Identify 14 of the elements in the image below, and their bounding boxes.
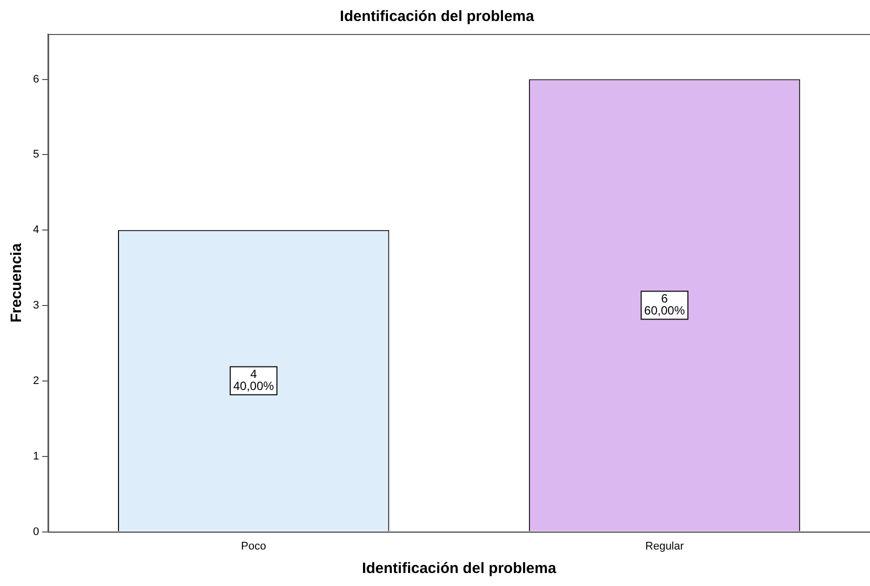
y-tick-label: 0	[32, 526, 40, 538]
x-tick-label: Regular	[645, 540, 684, 552]
x-tick-label: Poco	[241, 540, 266, 552]
y-tick-label: 6	[32, 73, 40, 86]
chart-title: Identificación del problema	[340, 8, 535, 26]
data-label: 4 40,00%	[233, 367, 274, 394]
y-tick-label: 5	[32, 148, 40, 161]
y-tick-label: 1	[32, 450, 40, 462]
y-axis-title: Frecuencia	[8, 242, 26, 323]
y-tick-label: 2	[32, 374, 40, 387]
x-axis-title: Identificación del problema	[362, 560, 557, 578]
y-tick-label: 3	[32, 300, 40, 312]
y-tick-label: 4	[32, 224, 40, 236]
data-label: 6 60,00%	[644, 292, 686, 318]
